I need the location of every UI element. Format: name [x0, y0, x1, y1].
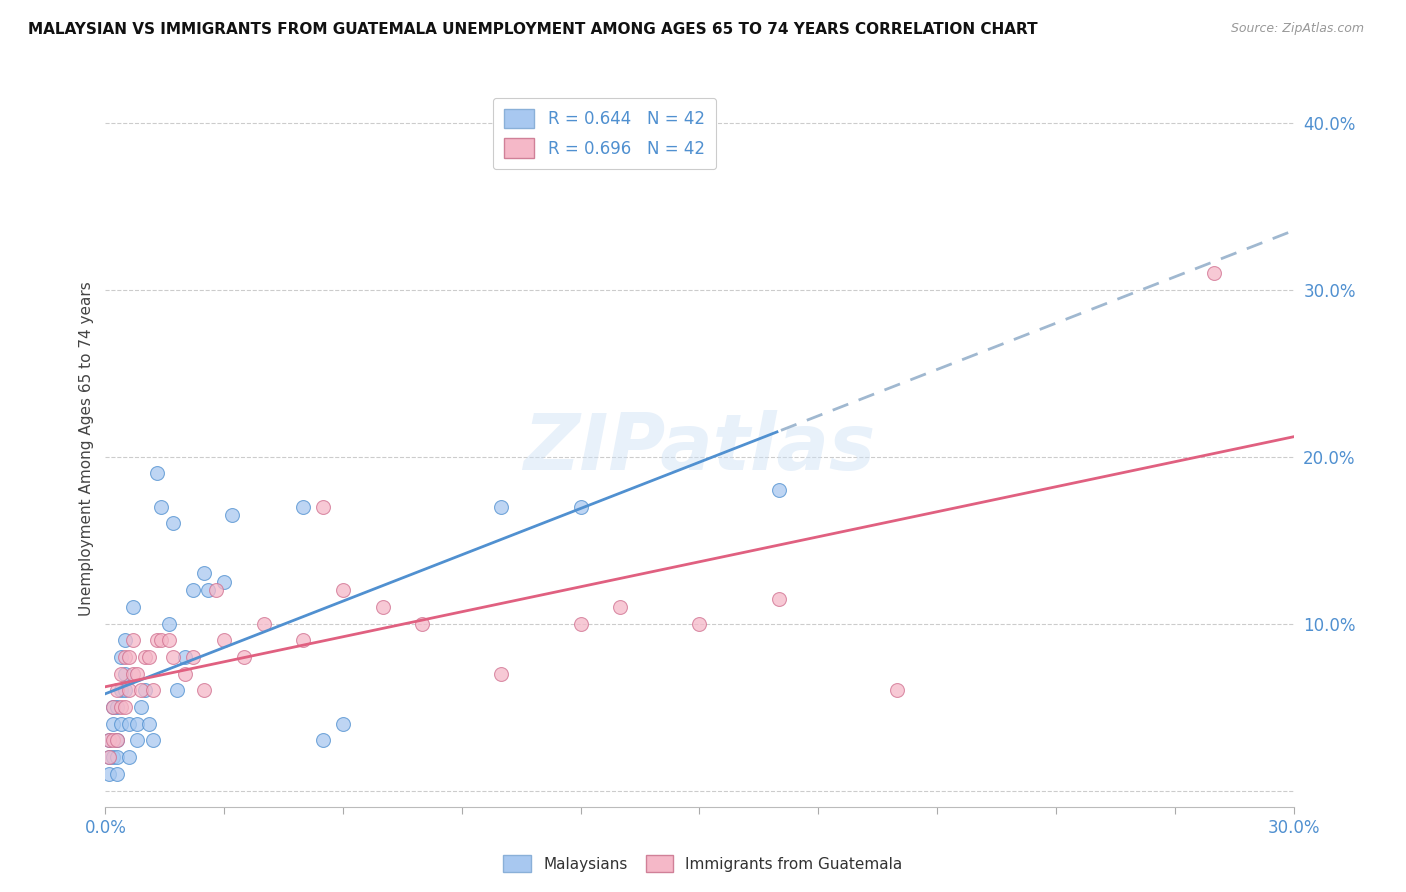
Point	[98, 750, 121, 764]
Point	[181, 650, 204, 665]
Point	[118, 683, 141, 698]
Point	[105, 733, 128, 747]
Point	[173, 666, 195, 681]
Point	[312, 733, 335, 747]
Point	[221, 508, 243, 522]
Point	[157, 633, 180, 648]
Point	[609, 599, 631, 614]
Point	[205, 583, 228, 598]
Point	[98, 750, 121, 764]
Point	[162, 650, 184, 665]
Point	[142, 733, 165, 747]
Point	[886, 683, 908, 698]
Point	[134, 650, 156, 665]
Point	[105, 700, 128, 714]
Point	[114, 683, 136, 698]
Point	[103, 700, 125, 714]
Point	[122, 599, 145, 614]
Point	[103, 700, 125, 714]
Point	[166, 683, 188, 698]
Point	[138, 650, 160, 665]
Point	[193, 566, 215, 581]
Point	[114, 700, 136, 714]
Point	[118, 716, 141, 731]
Point	[768, 483, 790, 497]
Point	[371, 599, 394, 614]
Legend: R = 0.644   N = 42, R = 0.696   N = 42: R = 0.644 N = 42, R = 0.696 N = 42	[492, 97, 716, 169]
Point	[110, 650, 132, 665]
Point	[98, 733, 121, 747]
Point	[129, 700, 152, 714]
Point	[491, 500, 513, 514]
Point	[253, 616, 276, 631]
Point	[127, 666, 149, 681]
Point	[98, 733, 121, 747]
Point	[181, 583, 204, 598]
Point	[114, 650, 136, 665]
Point	[149, 633, 172, 648]
Point	[129, 683, 152, 698]
Point	[214, 574, 236, 589]
Y-axis label: Unemployment Among Ages 65 to 74 years: Unemployment Among Ages 65 to 74 years	[79, 281, 94, 615]
Point	[332, 716, 354, 731]
Point	[103, 733, 125, 747]
Text: ZIPatlas: ZIPatlas	[523, 410, 876, 486]
Point	[162, 516, 184, 531]
Point	[411, 616, 433, 631]
Point	[569, 616, 592, 631]
Point	[114, 633, 136, 648]
Point	[114, 666, 136, 681]
Point	[569, 500, 592, 514]
Point	[118, 750, 141, 764]
Point	[193, 683, 215, 698]
Point	[127, 733, 149, 747]
Point	[146, 467, 169, 481]
Text: Source: ZipAtlas.com: Source: ZipAtlas.com	[1230, 22, 1364, 36]
Point	[110, 700, 132, 714]
Text: MALAYSIAN VS IMMIGRANTS FROM GUATEMALA UNEMPLOYMENT AMONG AGES 65 TO 74 YEARS CO: MALAYSIAN VS IMMIGRANTS FROM GUATEMALA U…	[28, 22, 1038, 37]
Point	[292, 633, 315, 648]
Point	[122, 666, 145, 681]
Point	[98, 767, 121, 781]
Point	[214, 633, 236, 648]
Point	[105, 767, 128, 781]
Point	[110, 666, 132, 681]
Point	[118, 650, 141, 665]
Point	[292, 500, 315, 514]
Point	[122, 633, 145, 648]
Point	[173, 650, 195, 665]
Point	[332, 583, 354, 598]
Point	[105, 683, 128, 698]
Point	[134, 683, 156, 698]
Point	[138, 716, 160, 731]
Point	[103, 716, 125, 731]
Point	[103, 750, 125, 764]
Point	[233, 650, 256, 665]
Legend: Malaysians, Immigrants from Guatemala: Malaysians, Immigrants from Guatemala	[496, 847, 910, 880]
Point	[146, 633, 169, 648]
Point	[157, 616, 180, 631]
Point	[105, 733, 128, 747]
Point	[491, 666, 513, 681]
Point	[689, 616, 711, 631]
Point	[105, 750, 128, 764]
Point	[110, 716, 132, 731]
Point	[312, 500, 335, 514]
Point	[1204, 266, 1226, 280]
Point	[127, 716, 149, 731]
Point	[149, 500, 172, 514]
Point	[768, 591, 790, 606]
Point	[110, 683, 132, 698]
Point	[142, 683, 165, 698]
Point	[197, 583, 219, 598]
